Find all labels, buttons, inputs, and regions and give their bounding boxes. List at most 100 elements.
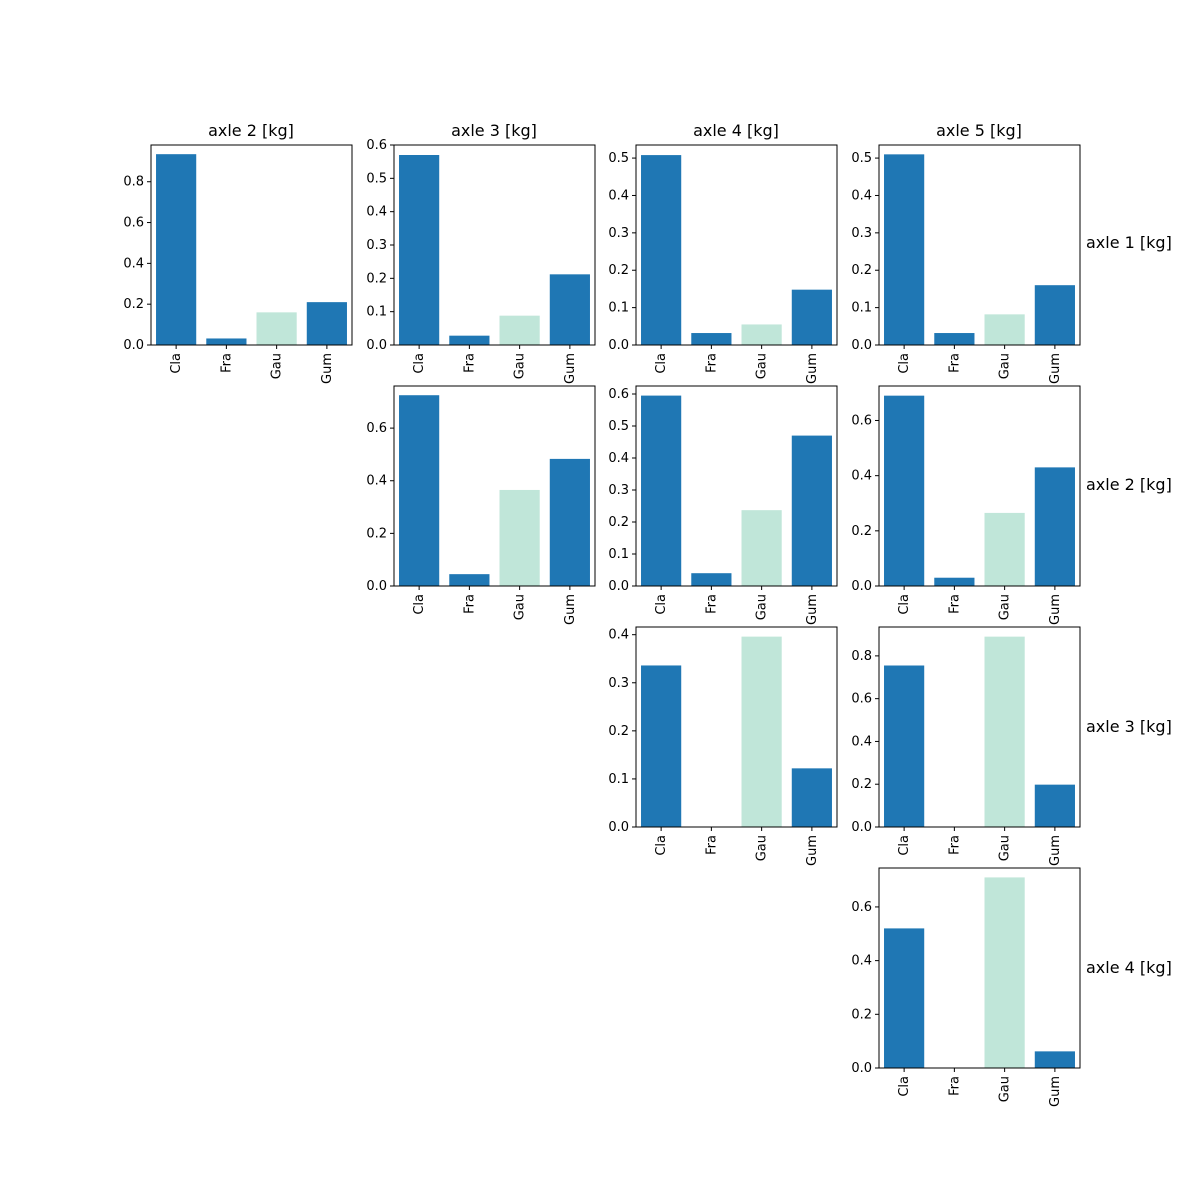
bar-fra (934, 577, 975, 586)
x-tick-label-gum: Gum (805, 835, 820, 866)
bar-gum (1034, 467, 1075, 586)
x-tick-label-gum: Gum (1048, 353, 1063, 384)
x-tick-label-gum: Gum (320, 353, 335, 384)
bar-cla (641, 395, 682, 586)
bar-cla (641, 665, 682, 827)
bar-fra (691, 333, 732, 345)
plot-frame (878, 626, 1081, 828)
column-title-axle-3: axle 3 [kg] (451, 121, 537, 140)
bar-gau (499, 489, 540, 586)
y-tick-label: 0.0 (851, 1061, 872, 1076)
panel-r0-c2: 0.0 0.1 0.2 0.3 0.4 0.5 Cla Fra Gau Gum (608, 144, 838, 384)
x-tick-label-fra: Fra (219, 353, 234, 373)
x-tick-label-cla: Cla (169, 353, 184, 374)
y-tick-label: 0.0 (851, 820, 872, 835)
y-tick-label: 0.2 (123, 297, 144, 312)
row-title-axle-3: axle 3 [kg] (1086, 717, 1172, 736)
x-tick-label-gau: Gau (998, 835, 1013, 861)
y-tick-label: 0.8 (123, 175, 144, 190)
panel-r1-c2: 0.0 0.1 0.2 0.3 0.4 0.5 0.6 Cla Fra Gau Gum (608, 385, 838, 625)
bar-gau (741, 636, 782, 827)
plot-frame (150, 144, 353, 346)
plot-frame (635, 144, 838, 346)
x-tick-label-cla: Cla (412, 594, 427, 615)
x-tick-label-cla: Cla (897, 594, 912, 615)
x-tick-label-gum: Gum (1048, 835, 1063, 866)
row-title-axle-2: axle 2 [kg] (1086, 475, 1172, 494)
y-tick-label: 0.0 (851, 338, 872, 353)
bar-cla (399, 395, 440, 586)
bar-fra (449, 335, 490, 345)
y-tick-label: 0.5 (366, 171, 387, 186)
y-tick-label: 0.2 (851, 777, 872, 792)
y-tick-label: 0.1 (608, 772, 629, 787)
y-tick-label: 0.6 (851, 413, 872, 428)
bar-gau (499, 315, 540, 345)
plot-frame (878, 385, 1081, 587)
x-tick-label-gum: Gum (563, 353, 578, 384)
bar-gau (741, 510, 782, 586)
panel-r1-c3: 0.0 0.2 0.4 0.6 Cla Fra Gau Gum (851, 385, 1081, 625)
y-tick-label: 0.2 (851, 524, 872, 539)
bar-gau (984, 314, 1025, 345)
x-tick-label-cla: Cla (897, 353, 912, 374)
column-title-axle-5: axle 5 [kg] (936, 121, 1022, 140)
x-tick-label-gau: Gau (270, 353, 285, 379)
y-tick-label: 0.3 (608, 676, 629, 691)
bar-cla (156, 154, 197, 345)
panel-r0-c3: 0.0 0.1 0.2 0.3 0.4 0.5 Cla Fra Gau Gum (851, 144, 1081, 384)
bar-fra (206, 338, 247, 345)
bar-gau (256, 312, 297, 345)
plot-frame (635, 626, 838, 828)
bar-cla (641, 155, 682, 345)
column-title-axle-2: axle 2 [kg] (208, 121, 294, 140)
x-tick-label-fra: Fra (947, 835, 962, 855)
x-tick-label-cla: Cla (654, 353, 669, 374)
bar-fra (934, 333, 975, 345)
x-tick-label-fra: Fra (704, 835, 719, 855)
bar-gum (1034, 1051, 1075, 1068)
y-tick-label: 0.0 (608, 820, 629, 835)
x-tick-label-fra: Fra (704, 353, 719, 373)
y-tick-label: 0.2 (851, 263, 872, 278)
x-tick-label-cla: Cla (654, 594, 669, 615)
row-title-axle-1: axle 1 [kg] (1086, 233, 1172, 252)
bar-cla (399, 155, 440, 345)
x-tick-label-gau: Gau (998, 594, 1013, 620)
bar-cla (884, 154, 925, 345)
plot-frame (393, 385, 596, 587)
y-tick-label: 0.0 (123, 338, 144, 353)
x-tick-label-fra: Fra (704, 594, 719, 614)
y-tick-label: 0.4 (608, 628, 629, 643)
y-tick-label: 0.1 (366, 305, 387, 320)
bar-cla (884, 665, 925, 827)
x-tick-label-cla: Cla (897, 835, 912, 856)
y-tick-label: 0.5 (608, 151, 629, 166)
bar-fra (691, 573, 732, 586)
y-tick-label: 0.5 (608, 419, 629, 434)
bar-gau (984, 877, 1025, 1068)
y-tick-label: 0.4 (366, 474, 387, 489)
x-tick-label-gum: Gum (1048, 594, 1063, 625)
y-tick-label: 0.6 (366, 138, 387, 153)
panel-r1-c1: 0.0 0.2 0.4 0.6 Cla Fra Gau Gum (366, 385, 596, 625)
bar-gum (791, 435, 832, 586)
y-tick-label: 0.4 (851, 188, 872, 203)
x-tick-label-gum: Gum (805, 353, 820, 384)
y-tick-label: 0.3 (366, 238, 387, 253)
y-tick-label: 0.3 (608, 226, 629, 241)
y-tick-label: 0.0 (608, 338, 629, 353)
panel-r0-c1: 0.0 0.1 0.2 0.3 0.4 0.5 0.6 Cla Fra Gau Gum (366, 138, 596, 384)
y-tick-label: 0.0 (608, 579, 629, 594)
y-tick-label: 0.1 (608, 547, 629, 562)
y-tick-label: 0.1 (608, 301, 629, 316)
panel-r3-c3: 0.0 0.2 0.4 0.6 Cla Fra Gau Gum (851, 867, 1081, 1107)
panel-r2-c2: 0.0 0.1 0.2 0.3 0.4 Cla Fra Gau Gum (608, 626, 838, 866)
x-tick-label-gau: Gau (755, 594, 770, 620)
y-tick-label: 0.4 (608, 451, 629, 466)
x-tick-label-gau: Gau (755, 835, 770, 861)
x-tick-label-gau: Gau (998, 353, 1013, 379)
x-tick-label-cla: Cla (897, 1076, 912, 1097)
row-title-axle-4: axle 4 [kg] (1086, 958, 1172, 977)
y-tick-label: 0.0 (851, 579, 872, 594)
